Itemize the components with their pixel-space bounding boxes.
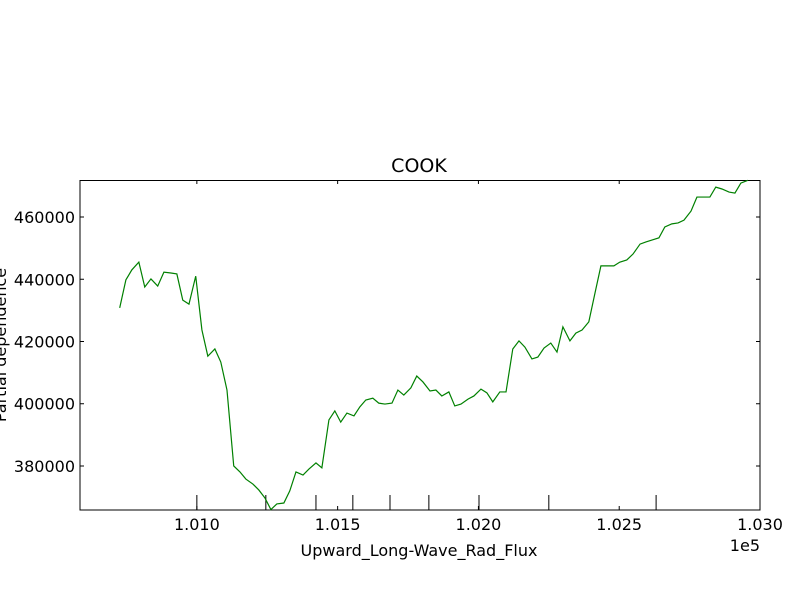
x-tick-label: 1.020: [456, 515, 502, 534]
y-tick-label: 400000: [14, 395, 75, 414]
x-offset-label: 1e5: [730, 536, 760, 555]
x-tick-label: 1.030: [737, 515, 783, 534]
y-tick-label: 380000: [14, 457, 75, 476]
y-tick-label: 440000: [14, 270, 75, 289]
y-tick-label: 460000: [14, 208, 75, 227]
y-tick-label: 420000: [14, 332, 75, 351]
x-tick-label: 1.015: [315, 515, 361, 534]
y-axis-label: Partial dependence: [0, 268, 10, 422]
x-axis-label: Upward_Long-Wave_Rad_Flux: [301, 541, 538, 561]
x-tick-label: 1.025: [596, 515, 642, 534]
chart-title: COOK: [391, 155, 447, 177]
data-line: [119, 179, 749, 511]
x-tick-label: 1.010: [174, 515, 220, 534]
plot-frame: [79, 180, 761, 511]
